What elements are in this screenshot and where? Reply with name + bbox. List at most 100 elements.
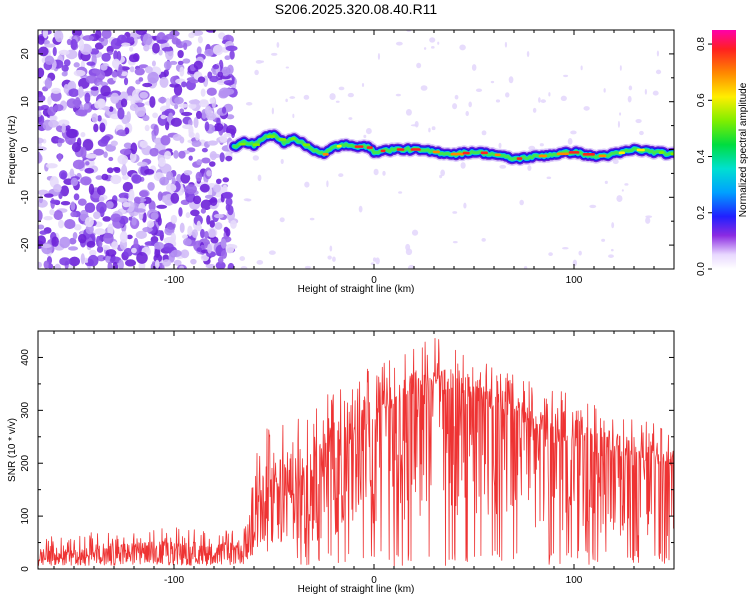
spectrogram-y-tick-label: 20 bbox=[20, 48, 31, 60]
noise-blob bbox=[182, 124, 193, 130]
noise-blob bbox=[100, 64, 108, 71]
noise-blob-faint bbox=[655, 69, 662, 75]
colorbar-label: Normalized spectral amplitude bbox=[738, 82, 749, 217]
noise-blob-faint bbox=[645, 217, 651, 224]
noise-blob bbox=[106, 45, 114, 54]
noise-blob bbox=[165, 200, 172, 206]
noise-blob bbox=[54, 30, 64, 43]
noise-blob bbox=[138, 77, 144, 82]
noise-blob bbox=[220, 238, 227, 249]
noise-blob bbox=[206, 87, 217, 96]
noise-blob bbox=[91, 113, 99, 123]
noise-blob-faint bbox=[499, 164, 507, 169]
noise-blob bbox=[192, 195, 202, 205]
noise-blob bbox=[89, 48, 100, 55]
noise-blob bbox=[166, 97, 171, 110]
noise-blob bbox=[142, 82, 153, 88]
noise-blob-faint bbox=[440, 169, 446, 177]
noise-blob bbox=[84, 92, 91, 104]
noise-blob bbox=[183, 170, 193, 176]
noise-blob-faint bbox=[304, 265, 312, 269]
noise-blob-faint bbox=[624, 183, 629, 186]
noise-blob bbox=[147, 220, 155, 228]
noise-blob bbox=[166, 171, 174, 181]
snr-x-tick-label: 100 bbox=[566, 575, 583, 586]
noise-blob bbox=[149, 147, 159, 157]
noise-blob-faint bbox=[563, 74, 569, 78]
noise-blob bbox=[59, 236, 71, 249]
noise-blob-faint bbox=[416, 62, 422, 69]
noise-blob-faint bbox=[627, 95, 632, 103]
noise-blob bbox=[75, 109, 88, 117]
noise-blob bbox=[139, 91, 149, 99]
noise-blob bbox=[72, 232, 78, 240]
noise-blob bbox=[207, 243, 213, 254]
noise-blob-faint bbox=[548, 92, 551, 97]
noise-blob-faint bbox=[490, 80, 495, 84]
noise-blob bbox=[49, 114, 58, 122]
noise-blob-faint bbox=[504, 41, 508, 48]
noise-blob-faint bbox=[523, 265, 528, 269]
noise-blob bbox=[178, 150, 186, 159]
noise-blob bbox=[160, 135, 171, 146]
noise-blob bbox=[119, 231, 128, 243]
noise-blob bbox=[94, 42, 104, 50]
noise-blob bbox=[208, 161, 216, 167]
noise-blob bbox=[52, 46, 57, 57]
noise-blob bbox=[215, 261, 226, 269]
noise-blob-faint bbox=[358, 205, 363, 213]
noise-blob bbox=[217, 256, 224, 264]
snr-y-tick-label: 0 bbox=[20, 566, 31, 572]
noise-blob bbox=[152, 112, 159, 119]
noise-blob bbox=[158, 97, 167, 104]
noise-blob-faint bbox=[411, 229, 419, 236]
noise-blob bbox=[130, 142, 138, 155]
noise-blob bbox=[223, 132, 232, 138]
noise-blob bbox=[61, 123, 66, 134]
noise-blob bbox=[38, 209, 43, 222]
snr-y-tick-label: 300 bbox=[20, 402, 31, 419]
noise-blob bbox=[147, 182, 155, 191]
noise-blob bbox=[77, 198, 87, 206]
noise-blob bbox=[78, 86, 84, 98]
noise-blob bbox=[165, 33, 175, 40]
noise-blob bbox=[85, 153, 97, 159]
noise-blob bbox=[150, 212, 159, 220]
noise-blob bbox=[129, 46, 134, 52]
noise-blob bbox=[96, 70, 106, 81]
noise-blob bbox=[153, 241, 165, 250]
noise-blob bbox=[153, 253, 163, 263]
noise-blob-faint bbox=[617, 120, 620, 128]
noise-blob-faint bbox=[285, 98, 288, 103]
noise-blob bbox=[38, 110, 42, 118]
noise-blob bbox=[193, 116, 199, 129]
noise-blob bbox=[70, 201, 76, 211]
noise-blob-faint bbox=[628, 85, 633, 91]
noise-blob bbox=[200, 228, 205, 239]
noise-blob bbox=[222, 191, 233, 199]
noise-blob bbox=[153, 124, 159, 136]
snr-y-label: SNR (10 * v/v) bbox=[7, 418, 18, 482]
noise-blob bbox=[193, 60, 203, 70]
noise-blob bbox=[110, 38, 122, 50]
noise-blob-faint bbox=[245, 102, 253, 106]
noise-blob bbox=[213, 213, 224, 219]
noise-blob bbox=[38, 114, 45, 125]
noise-blob bbox=[126, 36, 135, 43]
noise-blob bbox=[191, 229, 198, 238]
noise-blob-faint bbox=[639, 130, 644, 136]
noise-blob-faint bbox=[652, 90, 659, 96]
noise-blob bbox=[78, 233, 87, 244]
noise-blob bbox=[80, 253, 85, 265]
noise-blob bbox=[73, 193, 80, 201]
noise-blob bbox=[66, 128, 78, 139]
noise-blob bbox=[45, 163, 58, 169]
snr-panel: -100 0 100 0 100 200 300 400 Height of straigh… bbox=[7, 330, 675, 595]
noise-blob bbox=[69, 237, 77, 245]
noise-blob bbox=[157, 191, 163, 201]
noise-blob bbox=[163, 60, 172, 70]
noise-blob bbox=[221, 106, 227, 114]
noise-blob bbox=[126, 234, 133, 240]
noise-blob-faint bbox=[604, 180, 608, 185]
noise-blob bbox=[208, 228, 216, 238]
